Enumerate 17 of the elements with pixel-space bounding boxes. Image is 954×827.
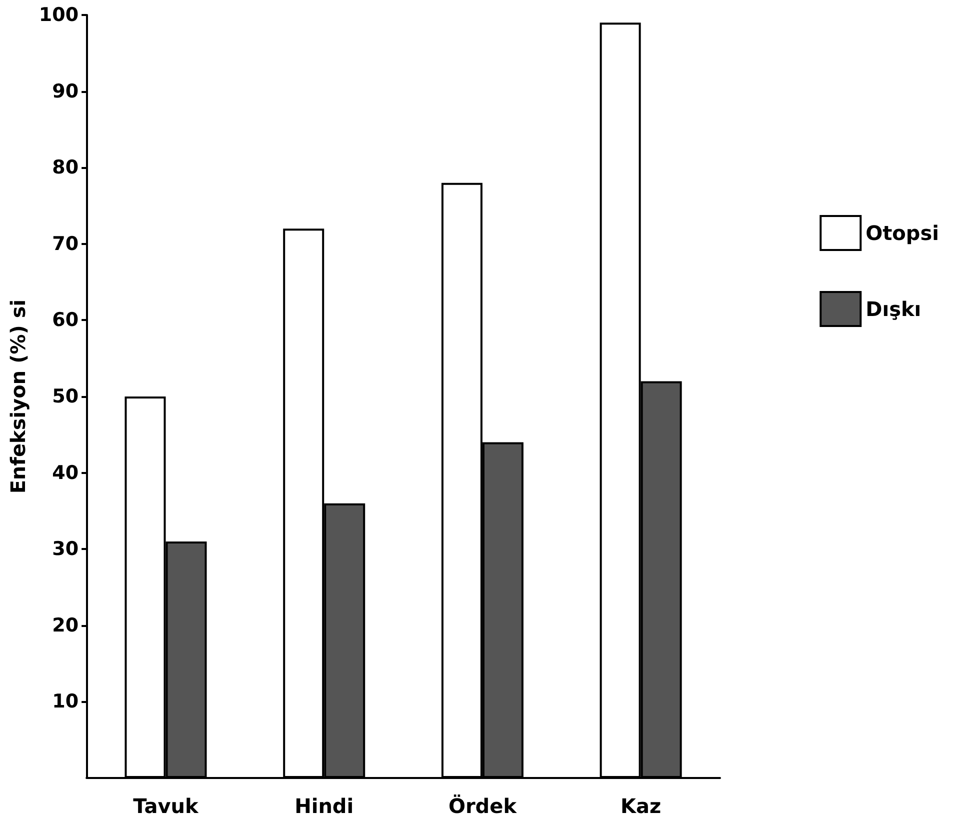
x-tick-label: Hindi: [294, 794, 354, 818]
y-tick-label: 40: [52, 462, 79, 484]
x-tick-label: Kaz: [620, 794, 662, 818]
y-tick-label: 10: [52, 690, 79, 713]
x-tick-label: Tavuk: [133, 794, 200, 818]
y-tick-label: 70: [52, 232, 79, 255]
y-tick-label: 30: [52, 538, 79, 560]
y-tick-label: 80: [52, 156, 79, 179]
y-tick-label: 100: [38, 4, 79, 26]
y-tick-label: 60: [52, 309, 79, 332]
x-tick-label: Ördek: [448, 794, 518, 818]
legend-label: Dışkı: [866, 297, 922, 321]
y-tick-label: 50: [52, 386, 79, 408]
y-axis-title: Enfeksiyon (%) si: [6, 299, 30, 494]
legend-label: Otopsi: [866, 221, 940, 245]
y-tick-label: 20: [52, 614, 79, 636]
y-tick-label: 90: [52, 80, 79, 102]
